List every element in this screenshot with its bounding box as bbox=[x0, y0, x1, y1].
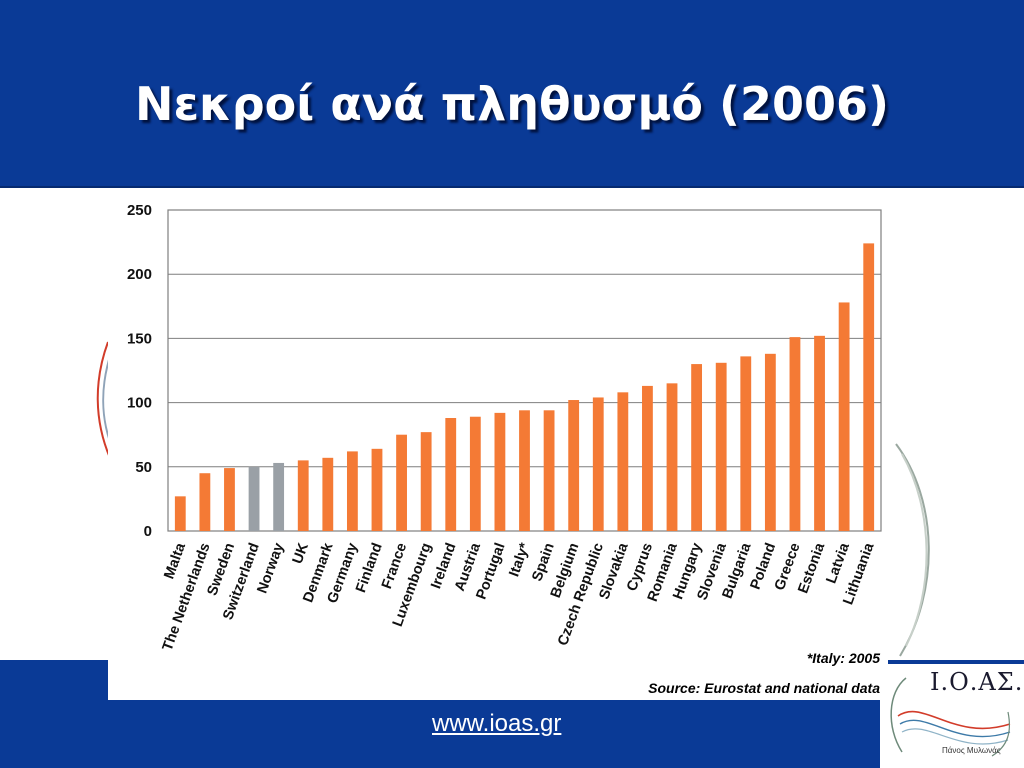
bar bbox=[322, 457, 334, 531]
slide-title: Νεκροί ανά πληθυσμό (2006) bbox=[134, 77, 890, 131]
bar bbox=[174, 496, 186, 531]
bar bbox=[346, 451, 358, 531]
bar bbox=[691, 364, 703, 531]
bar bbox=[740, 356, 752, 531]
bar bbox=[617, 392, 629, 531]
bar bbox=[445, 418, 457, 531]
bar bbox=[592, 397, 604, 531]
bar bbox=[666, 383, 678, 531]
bar bbox=[469, 416, 481, 531]
bar bbox=[199, 473, 211, 531]
bar bbox=[371, 448, 383, 531]
bar bbox=[543, 410, 555, 531]
logo-swoosh-icon bbox=[890, 677, 1011, 757]
bar bbox=[863, 243, 875, 531]
y-tick-label: 0 bbox=[144, 523, 152, 540]
logo-subtitle: Πάνος Μυλωνάς bbox=[942, 746, 1001, 755]
bar bbox=[642, 385, 653, 531]
right-swoosh-decoration bbox=[895, 443, 930, 657]
title-bar: Νεκροί ανά πληθυσμό (2006) bbox=[0, 0, 1024, 188]
y-tick-label: 150 bbox=[127, 330, 152, 347]
bar bbox=[715, 362, 727, 531]
bar bbox=[519, 410, 530, 531]
y-tick-label: 200 bbox=[127, 266, 152, 283]
bar bbox=[420, 432, 432, 531]
y-tick-label: 250 bbox=[127, 202, 152, 219]
bar bbox=[248, 466, 260, 531]
bar bbox=[789, 337, 801, 531]
y-tick-label: 50 bbox=[135, 459, 152, 476]
footer-divider bbox=[880, 660, 1024, 662]
chart-source: Source: Eurostat and national data bbox=[648, 680, 880, 696]
x-category-label: UK bbox=[290, 540, 312, 566]
ioas-logo: Ι.Ο.ΑΣ. Πάνος Μυλωνάς bbox=[880, 664, 1024, 768]
chart-footnote: *Italy: 2005 bbox=[806, 650, 880, 666]
bar bbox=[814, 335, 825, 531]
bar bbox=[273, 462, 285, 531]
x-category-label: Italy* bbox=[506, 541, 533, 579]
logo-text: Ι.Ο.ΑΣ. bbox=[930, 668, 1024, 696]
chart-panel: 0 50 100 150 200 250 Malta The Netherlands Swede… bbox=[108, 188, 888, 700]
bar bbox=[764, 353, 776, 531]
bar bbox=[838, 302, 850, 531]
bar bbox=[224, 468, 235, 531]
bar bbox=[494, 412, 506, 531]
bar bbox=[396, 434, 407, 531]
bar bbox=[568, 400, 580, 531]
y-tick-label: 100 bbox=[127, 395, 152, 412]
website-link[interactable]: www.ioas.gr bbox=[432, 710, 562, 737]
bar bbox=[297, 460, 309, 531]
